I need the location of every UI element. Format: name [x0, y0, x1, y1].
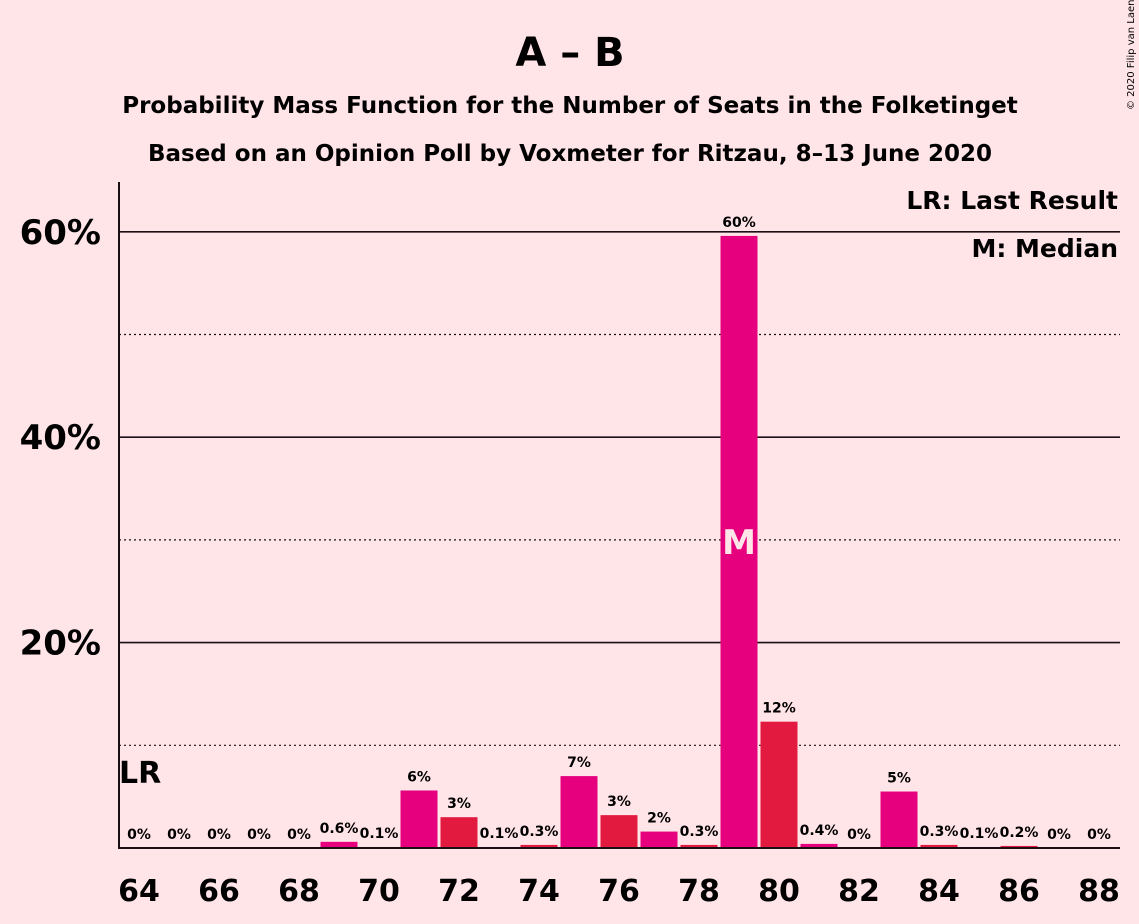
x-tick-label: 84: [918, 874, 960, 909]
value-label: 0.4%: [800, 823, 839, 839]
bar: [400, 790, 438, 848]
value-label: 0.6%: [320, 821, 359, 837]
value-label: 0%: [167, 827, 191, 843]
value-label: 0.3%: [920, 824, 959, 840]
last-result-marker: LR: [119, 756, 161, 791]
chart-subtitle-2: Based on an Opinion Poll by Voxmeter for…: [148, 141, 992, 167]
value-label: 0.3%: [680, 824, 719, 840]
bars: [320, 235, 1038, 848]
value-labels: 0% 0% 0% 0% 0% 0.6% 0.1%6%3%0.1% 0.3%7%3%2%0.3%…: [127, 215, 1111, 843]
bar: [320, 841, 358, 848]
value-label: 60%: [722, 215, 756, 231]
bar: [520, 844, 558, 848]
value-label: 0%: [127, 827, 151, 843]
x-tick-label: 82: [838, 874, 880, 909]
bar: [800, 843, 838, 848]
legend-last-result: LR: Last Result: [906, 186, 1118, 215]
x-tick-label: 72: [438, 874, 480, 909]
bar: [720, 235, 758, 848]
value-label: 0%: [207, 827, 231, 843]
y-tick-label: 40%: [20, 418, 101, 458]
copyright-notice: © 2020 Filip van Laenen: [1126, 0, 1137, 110]
chart-title: A – B: [515, 30, 624, 76]
bar: [1000, 845, 1038, 848]
value-label: 0%: [1047, 827, 1071, 843]
chart-subtitle-1: Probability Mass Function for the Number…: [122, 93, 1018, 119]
x-tick-label: 70: [358, 874, 400, 909]
bar: [880, 791, 918, 848]
value-label: 3%: [607, 794, 631, 810]
value-label: 2%: [647, 811, 671, 827]
bar: [680, 844, 718, 848]
y-tick-label: 60%: [20, 213, 101, 253]
bar: [920, 844, 958, 848]
value-label: 5%: [887, 771, 911, 787]
bar: [640, 831, 678, 848]
value-label: 3%: [447, 796, 471, 812]
value-label: 0.3%: [520, 824, 559, 840]
median-marker: M: [722, 523, 756, 563]
y-tick-labels: 20% 40% 60%: [20, 213, 101, 664]
legend-median: M: Median: [971, 234, 1118, 263]
bar: [440, 817, 478, 848]
x-tick-label: 80: [758, 874, 800, 909]
bar: [760, 721, 798, 848]
value-label: 0.1%: [360, 826, 399, 842]
x-tick-labels: 64 66 68 70 72 74 76 78 80 82 84 86 88: [118, 874, 1120, 909]
value-label: 0%: [247, 827, 271, 843]
value-label: 0%: [1087, 827, 1111, 843]
x-tick-label: 64: [118, 874, 160, 909]
bar: [560, 776, 598, 848]
x-tick-label: 88: [1078, 874, 1120, 909]
x-tick-label: 78: [678, 874, 720, 909]
gridlines: [119, 231, 1120, 746]
y-tick-label: 20%: [20, 624, 101, 664]
value-label: 0.1%: [480, 826, 519, 842]
x-tick-label: 68: [278, 874, 320, 909]
value-label: 7%: [567, 755, 591, 771]
value-label: 0.2%: [1000, 825, 1039, 841]
x-tick-label: 74: [518, 874, 560, 909]
value-label: 0.1%: [960, 826, 999, 842]
value-label: 0%: [287, 827, 311, 843]
value-label: 6%: [407, 769, 431, 785]
bar: [600, 815, 638, 848]
x-tick-label: 86: [998, 874, 1040, 909]
value-label: 12%: [762, 701, 796, 717]
value-label: 0%: [847, 827, 871, 843]
x-tick-label: 66: [198, 874, 240, 909]
x-tick-label: 76: [598, 874, 640, 909]
